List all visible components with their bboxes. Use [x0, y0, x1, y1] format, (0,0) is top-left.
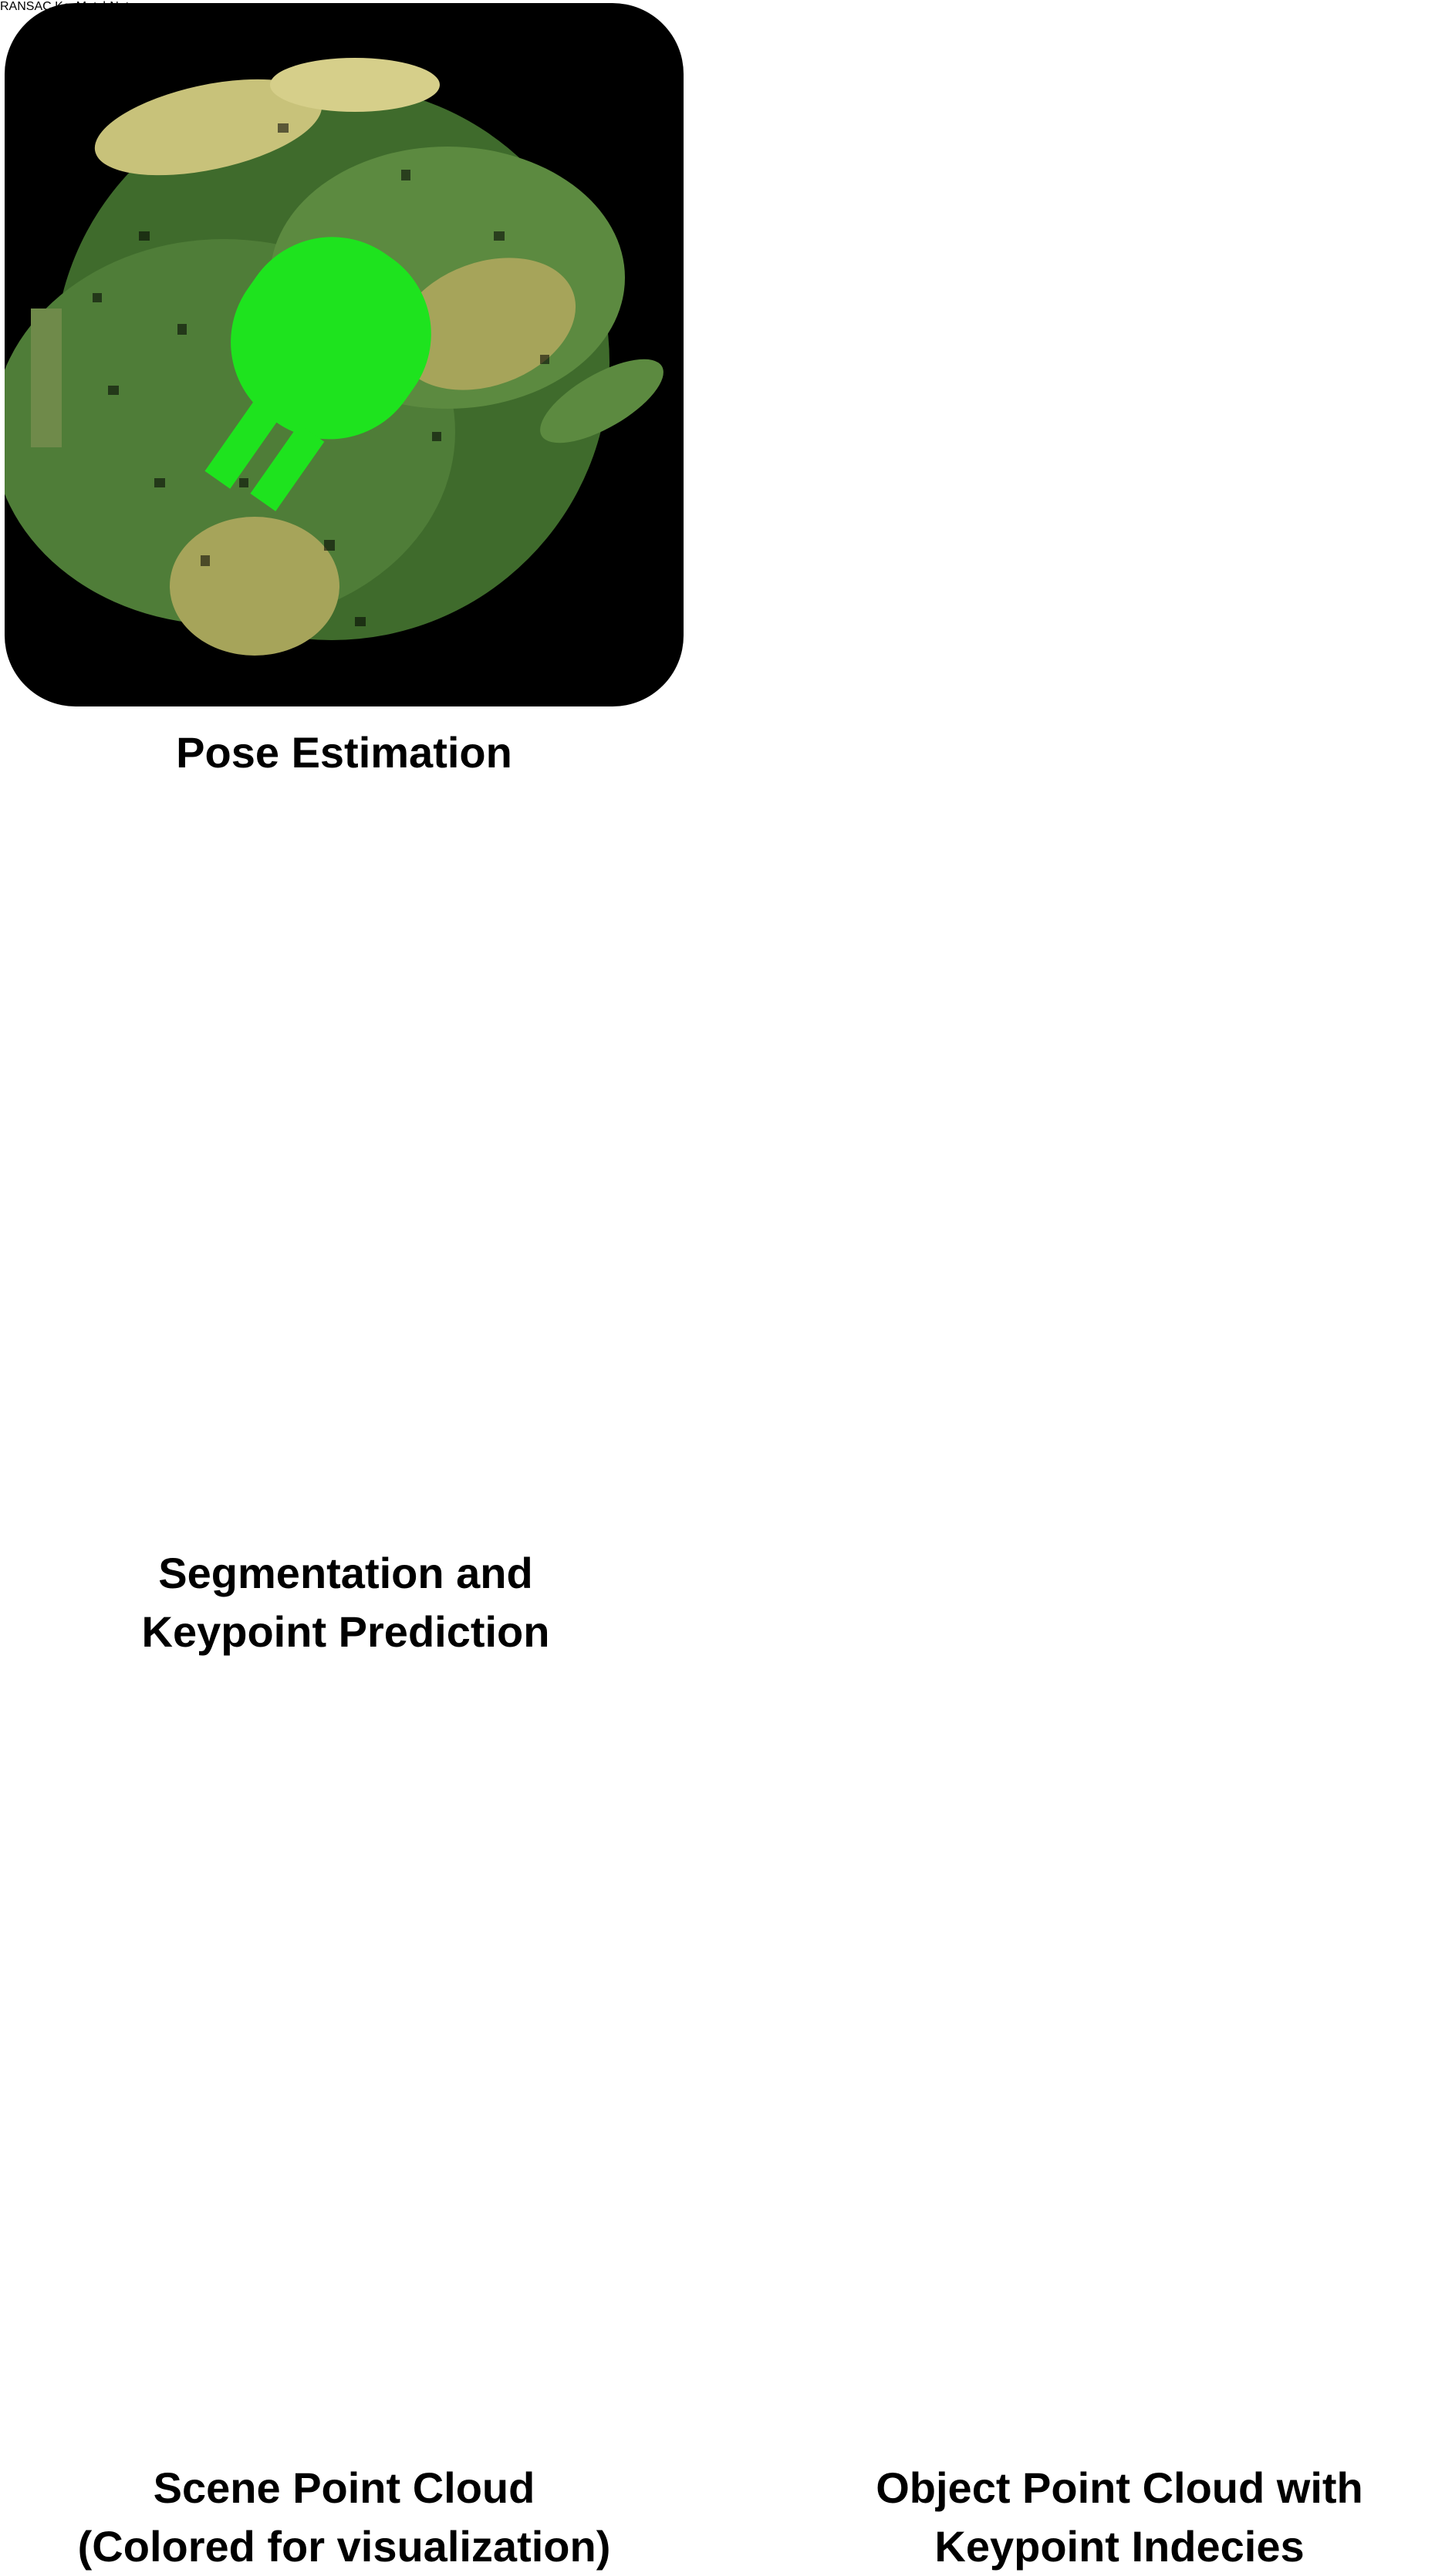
- ransac-box: RANSAC: [0, 0, 55, 13]
- scene-caption-line-2: (Colored for visualization): [77, 2522, 611, 2571]
- segmentation-caption-line-1: Segmentation and: [158, 1549, 533, 1597]
- segmentation-caption-line-2: Keypoint Prediction: [141, 1607, 550, 1656]
- scene-cloud-caption: Scene Point Cloud (Colored for visualiza…: [0, 2459, 688, 2576]
- estimated-object-pose: [204, 237, 431, 511]
- pose-scene-cloud: [5, 58, 664, 656]
- pose-estimation-caption: Pose Estimation: [5, 723, 684, 782]
- object-cloud-caption: Object Point Cloud with Keypoint Indecie…: [792, 2459, 1447, 2576]
- pose-estimation-panel: [5, 3, 684, 706]
- ransac-label: RANSAC: [0, 0, 52, 13]
- object-caption-line-1: Object Point Cloud with: [876, 2463, 1363, 2512]
- segmentation-caption: Segmentation and Keypoint Prediction: [5, 1544, 687, 1661]
- pose-caption-line-1: Pose Estimation: [176, 728, 512, 777]
- scene-caption-line-1: Scene Point Cloud: [153, 2463, 535, 2512]
- ransac-node: RANSAC: [0, 0, 55, 13]
- object-caption-line-2: Keypoint Indecies: [934, 2522, 1305, 2571]
